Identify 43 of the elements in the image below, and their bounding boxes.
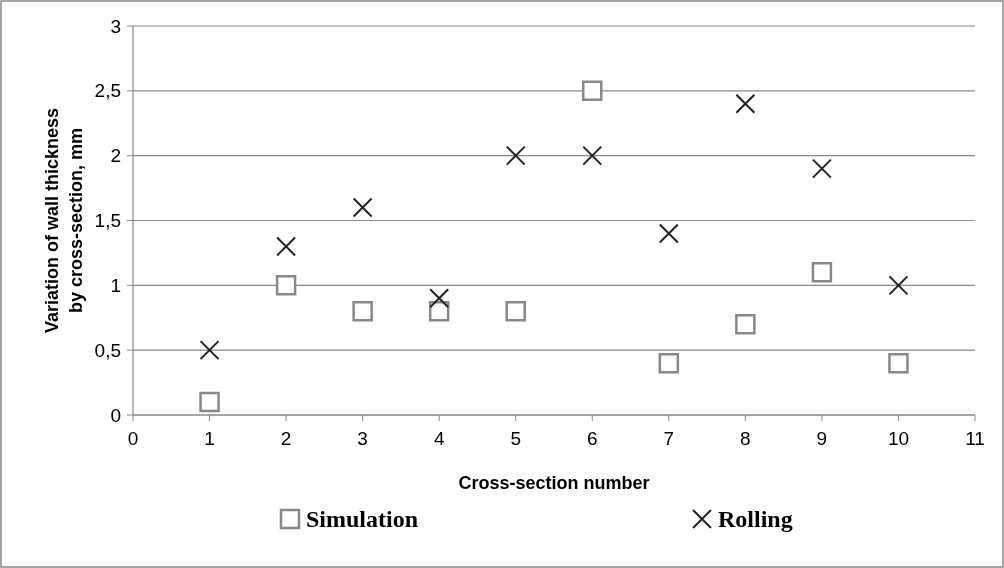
point bbox=[811, 262, 833, 283]
x-tick-label: 9 bbox=[816, 428, 828, 449]
x-tick-label: 11 bbox=[965, 428, 985, 449]
point bbox=[429, 288, 450, 309]
y-tick-label: 2 bbox=[110, 145, 121, 167]
point bbox=[582, 80, 603, 102]
x-tick-label: 10 bbox=[887, 428, 910, 449]
x-tick-label: 4 bbox=[433, 428, 445, 449]
x-tick-label: 7 bbox=[663, 428, 675, 449]
x-axis-title: Cross-section number bbox=[458, 473, 650, 493]
y-tick-label: 1,5 bbox=[94, 210, 121, 232]
point bbox=[505, 301, 526, 322]
y-tick-label: 1 bbox=[110, 274, 121, 296]
point bbox=[735, 313, 756, 335]
y-tick-label: 3 bbox=[110, 15, 121, 37]
x-tick-label: 0 bbox=[127, 428, 139, 449]
point bbox=[505, 145, 526, 166]
x-tick-label: 2 bbox=[280, 428, 292, 449]
y-tick-label: 0,5 bbox=[94, 339, 121, 361]
point bbox=[352, 301, 373, 322]
point bbox=[428, 301, 450, 322]
x-tick-label: 6 bbox=[586, 428, 598, 449]
point bbox=[199, 391, 220, 413]
y-tick-label: 0 bbox=[110, 404, 121, 426]
point bbox=[276, 236, 297, 257]
point bbox=[658, 352, 680, 374]
x-tick-label: 5 bbox=[510, 428, 522, 449]
x-tick-label: 8 bbox=[740, 428, 751, 449]
point bbox=[199, 340, 220, 361]
point bbox=[582, 145, 603, 166]
point bbox=[275, 275, 297, 296]
x-tick-label: 1 bbox=[204, 428, 215, 449]
point bbox=[352, 197, 373, 218]
legend-label: Simulation bbox=[306, 506, 419, 532]
legend-label: Rolling bbox=[718, 506, 793, 532]
point bbox=[811, 158, 832, 179]
y-axis-title: Variation of wall thickness by cross-section, mm bbox=[42, 107, 86, 334]
y-tick-label: 2,5 bbox=[94, 80, 121, 102]
point bbox=[735, 93, 756, 114]
x-tick-label: 3 bbox=[357, 428, 368, 449]
point bbox=[888, 275, 909, 296]
point bbox=[658, 223, 679, 244]
point bbox=[888, 352, 909, 374]
